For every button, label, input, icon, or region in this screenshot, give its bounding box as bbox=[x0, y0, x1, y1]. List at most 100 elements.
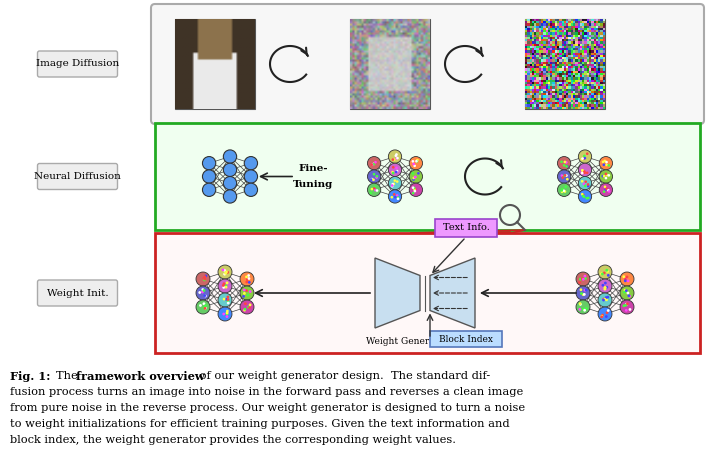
Circle shape bbox=[392, 158, 394, 161]
Circle shape bbox=[601, 273, 604, 275]
Circle shape bbox=[201, 288, 204, 291]
Circle shape bbox=[205, 274, 208, 277]
Circle shape bbox=[606, 270, 609, 273]
Circle shape bbox=[602, 298, 605, 301]
Circle shape bbox=[623, 305, 626, 307]
Text: Weight Generator: Weight Generator bbox=[366, 337, 448, 345]
Circle shape bbox=[196, 286, 210, 300]
Circle shape bbox=[576, 300, 590, 314]
Circle shape bbox=[395, 155, 397, 157]
Circle shape bbox=[391, 171, 394, 173]
Circle shape bbox=[196, 300, 210, 314]
Text: Weight Init.: Weight Init. bbox=[47, 289, 108, 298]
Circle shape bbox=[582, 157, 585, 160]
Circle shape bbox=[388, 190, 402, 203]
Circle shape bbox=[598, 293, 612, 307]
Circle shape bbox=[628, 294, 630, 297]
Circle shape bbox=[396, 170, 398, 172]
Circle shape bbox=[204, 304, 207, 307]
Text: block index, the weight generator provides the corresponding weight values.: block index, the weight generator provid… bbox=[10, 435, 456, 445]
Circle shape bbox=[566, 165, 568, 168]
Circle shape bbox=[227, 302, 229, 305]
Circle shape bbox=[579, 303, 582, 306]
Circle shape bbox=[598, 307, 612, 321]
Circle shape bbox=[585, 180, 587, 183]
Text: The: The bbox=[56, 371, 81, 381]
Text: Block Index: Block Index bbox=[439, 335, 493, 344]
Circle shape bbox=[605, 298, 608, 301]
Circle shape bbox=[584, 289, 587, 291]
Circle shape bbox=[248, 277, 251, 280]
Text: fusion process turns an image into noise in the forward pass and reverses a clea: fusion process turns an image into noise… bbox=[10, 387, 523, 397]
Circle shape bbox=[226, 315, 228, 318]
Circle shape bbox=[561, 160, 563, 163]
Circle shape bbox=[373, 173, 376, 175]
Circle shape bbox=[203, 278, 206, 281]
Circle shape bbox=[227, 296, 229, 298]
Circle shape bbox=[203, 275, 206, 278]
Circle shape bbox=[579, 302, 582, 305]
Circle shape bbox=[582, 182, 585, 185]
Circle shape bbox=[392, 172, 395, 174]
Circle shape bbox=[249, 290, 251, 293]
Circle shape bbox=[604, 288, 606, 290]
Circle shape bbox=[414, 188, 417, 191]
Circle shape bbox=[581, 169, 584, 172]
Circle shape bbox=[397, 196, 400, 199]
Circle shape bbox=[628, 295, 631, 298]
Circle shape bbox=[413, 188, 416, 191]
Circle shape bbox=[226, 313, 229, 315]
Text: to weight initializations for efficient training purposes. Given the text inform: to weight initializations for efficient … bbox=[10, 419, 510, 429]
Circle shape bbox=[409, 170, 423, 183]
Circle shape bbox=[599, 170, 613, 183]
Circle shape bbox=[584, 185, 587, 187]
Circle shape bbox=[367, 157, 381, 170]
Circle shape bbox=[374, 189, 377, 191]
Circle shape bbox=[395, 166, 398, 169]
Circle shape bbox=[566, 178, 568, 180]
Circle shape bbox=[246, 278, 249, 281]
Circle shape bbox=[203, 278, 206, 281]
Circle shape bbox=[372, 179, 375, 181]
FancyBboxPatch shape bbox=[430, 331, 502, 347]
Circle shape bbox=[412, 172, 414, 175]
Circle shape bbox=[203, 306, 205, 309]
Circle shape bbox=[626, 275, 628, 278]
Circle shape bbox=[203, 294, 206, 297]
Bar bbox=[525, 19, 605, 109]
Circle shape bbox=[599, 183, 613, 196]
Circle shape bbox=[244, 183, 258, 196]
Circle shape bbox=[227, 271, 229, 274]
Circle shape bbox=[203, 279, 206, 282]
Text: Tuning: Tuning bbox=[293, 180, 333, 189]
Circle shape bbox=[582, 293, 585, 296]
Circle shape bbox=[203, 307, 206, 310]
Circle shape bbox=[580, 158, 583, 161]
Circle shape bbox=[604, 286, 606, 289]
Circle shape bbox=[579, 278, 582, 281]
Circle shape bbox=[196, 272, 210, 286]
Circle shape bbox=[243, 289, 246, 291]
Circle shape bbox=[581, 277, 584, 280]
Circle shape bbox=[625, 303, 628, 306]
Circle shape bbox=[415, 160, 418, 163]
Circle shape bbox=[582, 193, 585, 196]
Circle shape bbox=[409, 157, 423, 170]
Circle shape bbox=[604, 160, 606, 162]
Circle shape bbox=[598, 265, 612, 279]
Circle shape bbox=[561, 189, 563, 192]
Circle shape bbox=[625, 277, 628, 280]
Circle shape bbox=[604, 186, 606, 188]
Circle shape bbox=[243, 309, 246, 312]
Circle shape bbox=[374, 161, 377, 164]
Circle shape bbox=[414, 176, 417, 178]
Circle shape bbox=[198, 291, 201, 294]
Circle shape bbox=[578, 177, 592, 190]
Circle shape bbox=[600, 272, 603, 275]
Circle shape bbox=[412, 177, 415, 180]
Circle shape bbox=[226, 282, 229, 284]
Circle shape bbox=[563, 164, 566, 167]
Circle shape bbox=[587, 196, 590, 199]
Circle shape bbox=[393, 179, 396, 182]
Circle shape bbox=[393, 182, 395, 185]
